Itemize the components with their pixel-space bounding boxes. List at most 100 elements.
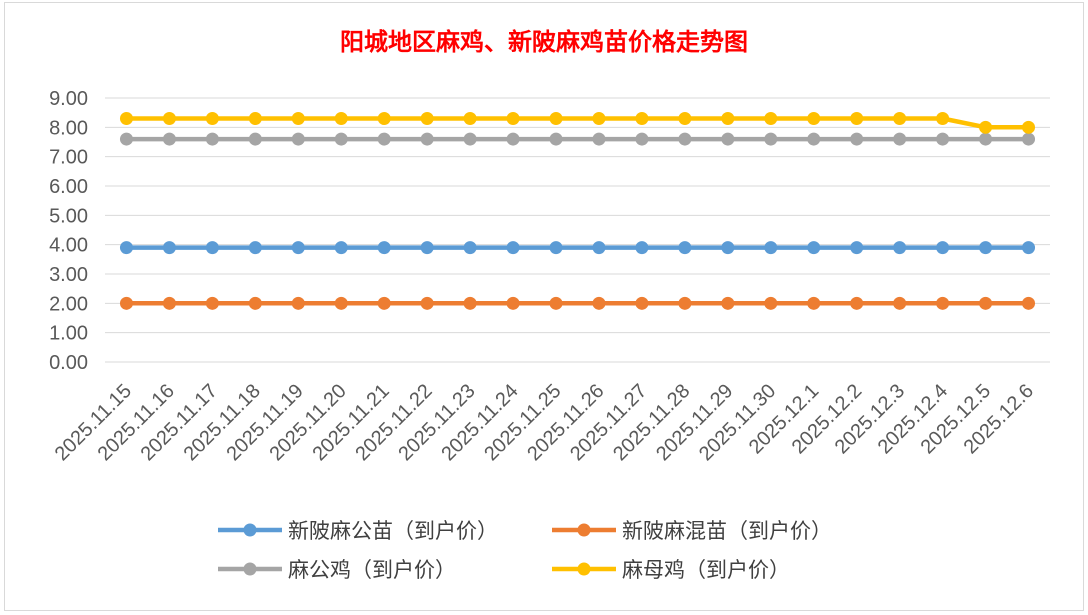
data-point	[506, 241, 520, 255]
series-line	[124, 116, 1031, 130]
data-point	[162, 132, 176, 146]
data-point	[635, 296, 649, 310]
data-point	[979, 241, 993, 255]
legend-item: 新陂麻公苗（到户价）	[218, 519, 498, 543]
series-0	[119, 241, 1036, 255]
series-2	[119, 132, 1036, 146]
data-point	[936, 241, 950, 255]
data-point	[1022, 241, 1036, 255]
data-point	[506, 132, 520, 146]
data-point	[334, 296, 348, 310]
data-point	[764, 296, 778, 310]
data-point	[463, 112, 477, 126]
legend: 新陂麻公苗（到户价） 新陂麻混苗（到户价） 麻公鸡（到户价） 麻母鸡（到户价）	[218, 519, 832, 582]
legend-label: 新陂麻混苗（到户价）	[622, 519, 832, 543]
data-point	[807, 132, 821, 146]
series-1	[119, 296, 1036, 310]
data-point	[506, 112, 520, 126]
data-point	[205, 132, 219, 146]
data-point	[119, 132, 133, 146]
y-tick-label: 4.00	[49, 235, 88, 257]
data-point	[764, 241, 778, 255]
data-point	[463, 241, 477, 255]
data-point	[850, 112, 864, 126]
data-point	[162, 241, 176, 255]
legend-swatch-marker	[243, 523, 257, 537]
data-point	[377, 112, 391, 126]
gridlines	[105, 97, 1050, 363]
data-point	[506, 296, 520, 310]
data-point	[721, 112, 735, 126]
data-point	[463, 132, 477, 146]
legend-swatch-marker	[577, 523, 591, 537]
data-point	[162, 112, 176, 126]
data-point	[291, 112, 305, 126]
data-point	[119, 112, 133, 126]
data-point	[678, 132, 692, 146]
series-group	[119, 112, 1036, 310]
data-point	[592, 132, 606, 146]
data-point	[807, 112, 821, 126]
data-point	[205, 296, 219, 310]
data-point	[205, 241, 219, 255]
chart-title: 阳城地区麻鸡、新陂麻鸡苗价格走势图	[340, 28, 748, 56]
legend-label: 麻母鸡（到户价）	[622, 558, 790, 582]
data-point	[549, 132, 563, 146]
data-point	[248, 132, 262, 146]
data-point	[721, 132, 735, 146]
data-point	[420, 132, 434, 146]
data-point	[377, 296, 391, 310]
data-point	[291, 132, 305, 146]
data-point	[592, 241, 606, 255]
data-point	[979, 120, 993, 134]
data-point	[850, 241, 864, 255]
data-point	[248, 112, 262, 126]
data-point	[721, 296, 735, 310]
legend-label: 麻公鸡（到户价）	[288, 558, 456, 582]
data-point	[420, 241, 434, 255]
data-point	[291, 241, 305, 255]
data-point	[592, 296, 606, 310]
data-point	[119, 241, 133, 255]
data-point	[936, 132, 950, 146]
data-point	[678, 296, 692, 310]
y-tick-label: 3.00	[49, 264, 88, 286]
y-tick-label: 7.00	[49, 147, 88, 169]
data-point	[592, 112, 606, 126]
y-axis-tick-labels: 0.00 1.00 2.00 3.00 4.00 5.00 6.00 7.00 8.00 9.00	[49, 88, 88, 374]
data-point	[764, 112, 778, 126]
data-point	[893, 296, 907, 310]
data-point	[420, 112, 434, 126]
data-point	[850, 132, 864, 146]
data-point	[549, 241, 563, 255]
data-point	[549, 112, 563, 126]
y-tick-label: 5.00	[49, 205, 88, 227]
data-point	[721, 241, 735, 255]
data-point	[979, 296, 993, 310]
legend-item: 新陂麻混苗（到户价）	[552, 519, 832, 543]
data-point	[1022, 132, 1036, 146]
y-tick-label: 1.00	[49, 323, 88, 345]
data-point	[420, 296, 434, 310]
y-tick-label: 8.00	[49, 117, 88, 139]
data-point	[291, 296, 305, 310]
data-point	[807, 241, 821, 255]
data-point	[635, 241, 649, 255]
data-point	[936, 296, 950, 310]
legend-label: 新陂麻公苗（到户价）	[288, 519, 498, 543]
data-point	[893, 132, 907, 146]
series-3	[119, 112, 1036, 134]
data-point	[850, 296, 864, 310]
data-point	[1022, 120, 1036, 134]
data-point	[549, 296, 563, 310]
y-tick-label: 0.00	[49, 352, 88, 374]
data-point	[893, 112, 907, 126]
data-point	[334, 112, 348, 126]
data-point	[893, 241, 907, 255]
data-point	[162, 296, 176, 310]
y-tick-label: 9.00	[49, 88, 88, 110]
data-point	[979, 132, 993, 146]
data-point	[248, 241, 262, 255]
data-point	[635, 112, 649, 126]
